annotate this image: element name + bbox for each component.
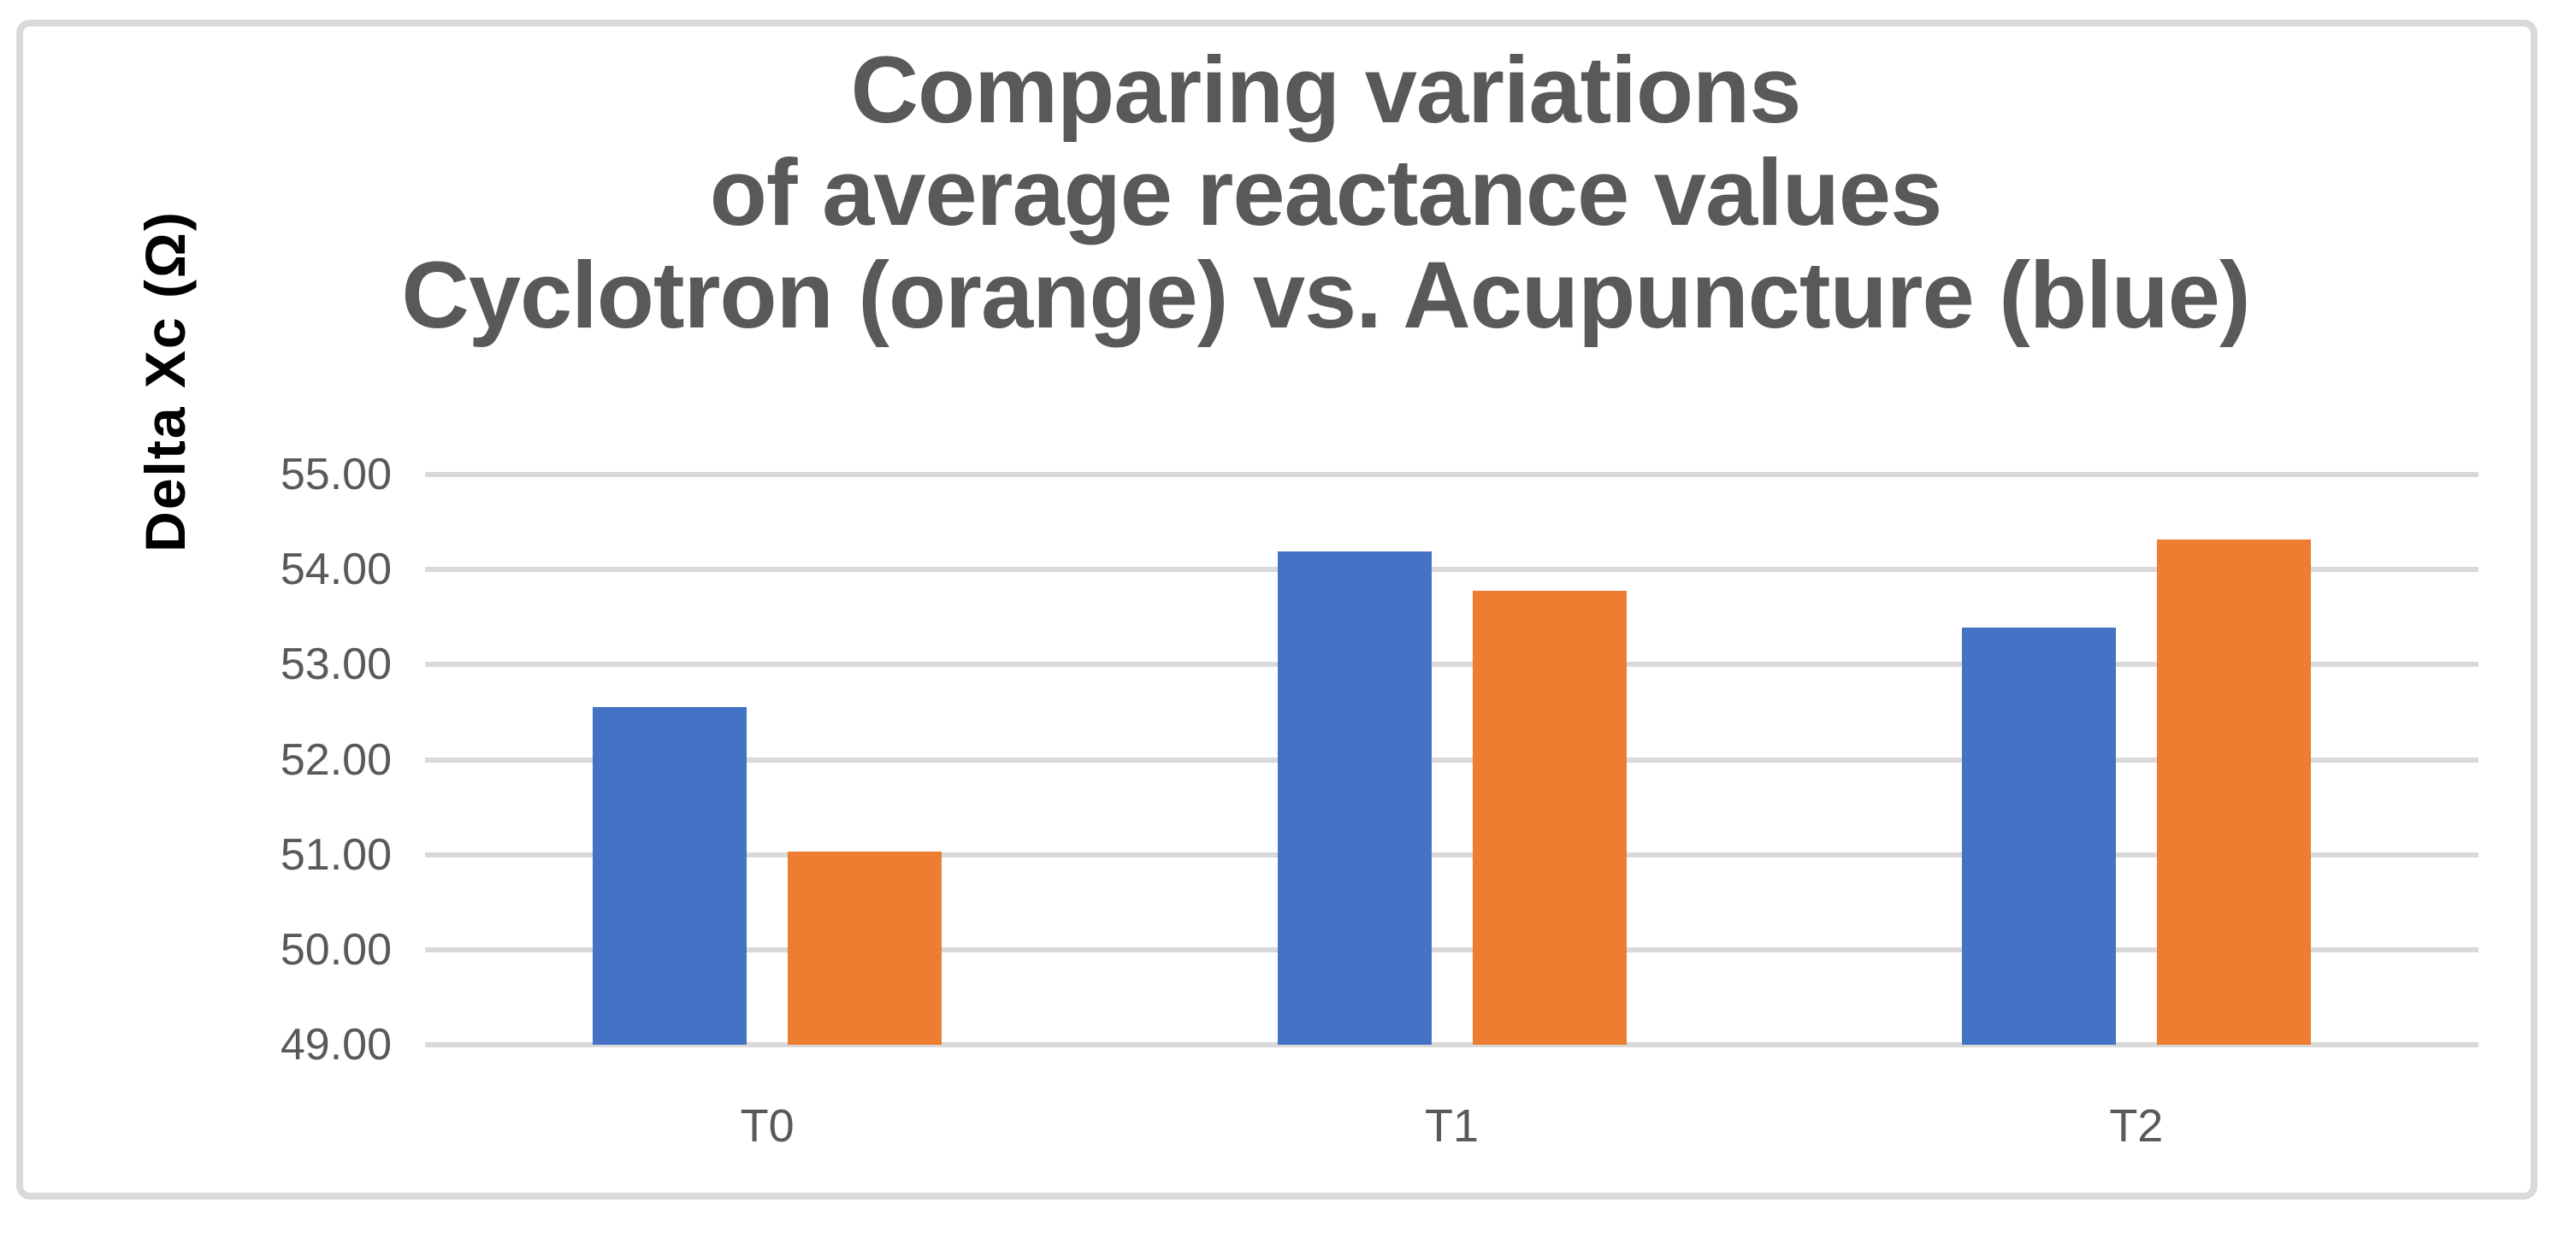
y-axis-tick-label: 55.00	[280, 450, 392, 499]
y-axis-tick-label: 54.00	[280, 545, 392, 595]
bar-blue-T1	[1277, 551, 1432, 1045]
gridline-y-54.00	[425, 567, 2479, 573]
y-axis-tick-label: 50.00	[280, 924, 392, 975]
x-axis-tick-label-T1: T1	[1424, 1100, 1480, 1152]
bar-orange-T2	[2156, 539, 2311, 1045]
chart-frame	[16, 20, 2538, 1200]
gridline-y-51.00	[425, 852, 2479, 858]
y-axis-tick-label: 52.00	[280, 734, 392, 785]
bar-blue-T0	[593, 707, 747, 1045]
chart-title-line-2: of average reactance values	[709, 140, 1943, 245]
y-axis-title: Delta Xc (Ω)	[133, 210, 197, 552]
gridline-y-50.00	[425, 946, 2479, 952]
y-axis-tick-label: 53.00	[280, 640, 392, 690]
x-axis-tick-label-T2: T2	[2109, 1100, 2164, 1152]
y-axis-tick-label: 51.00	[280, 829, 392, 880]
bar-orange-T0	[788, 852, 942, 1045]
gridline-y-53.00	[425, 662, 2479, 668]
y-axis-tick-label: 49.00	[280, 1020, 392, 1070]
x-axis-tick-label-T0: T0	[740, 1100, 795, 1152]
chart-title-line-3: Cyclotron (orange) vs. Acupuncture (blue…	[401, 243, 2250, 348]
gridline-y-49.00	[425, 1042, 2479, 1047]
bar-orange-T1	[1472, 590, 1627, 1045]
gridline-y-52.00	[425, 757, 2479, 763]
chart-title: Comparing variations of average reactanc…	[38, 39, 2576, 347]
chart-title-line-1: Comparing variations	[850, 38, 1802, 143]
gridline-y-55.00	[425, 472, 2479, 477]
bar-blue-T2	[1961, 627, 2116, 1045]
